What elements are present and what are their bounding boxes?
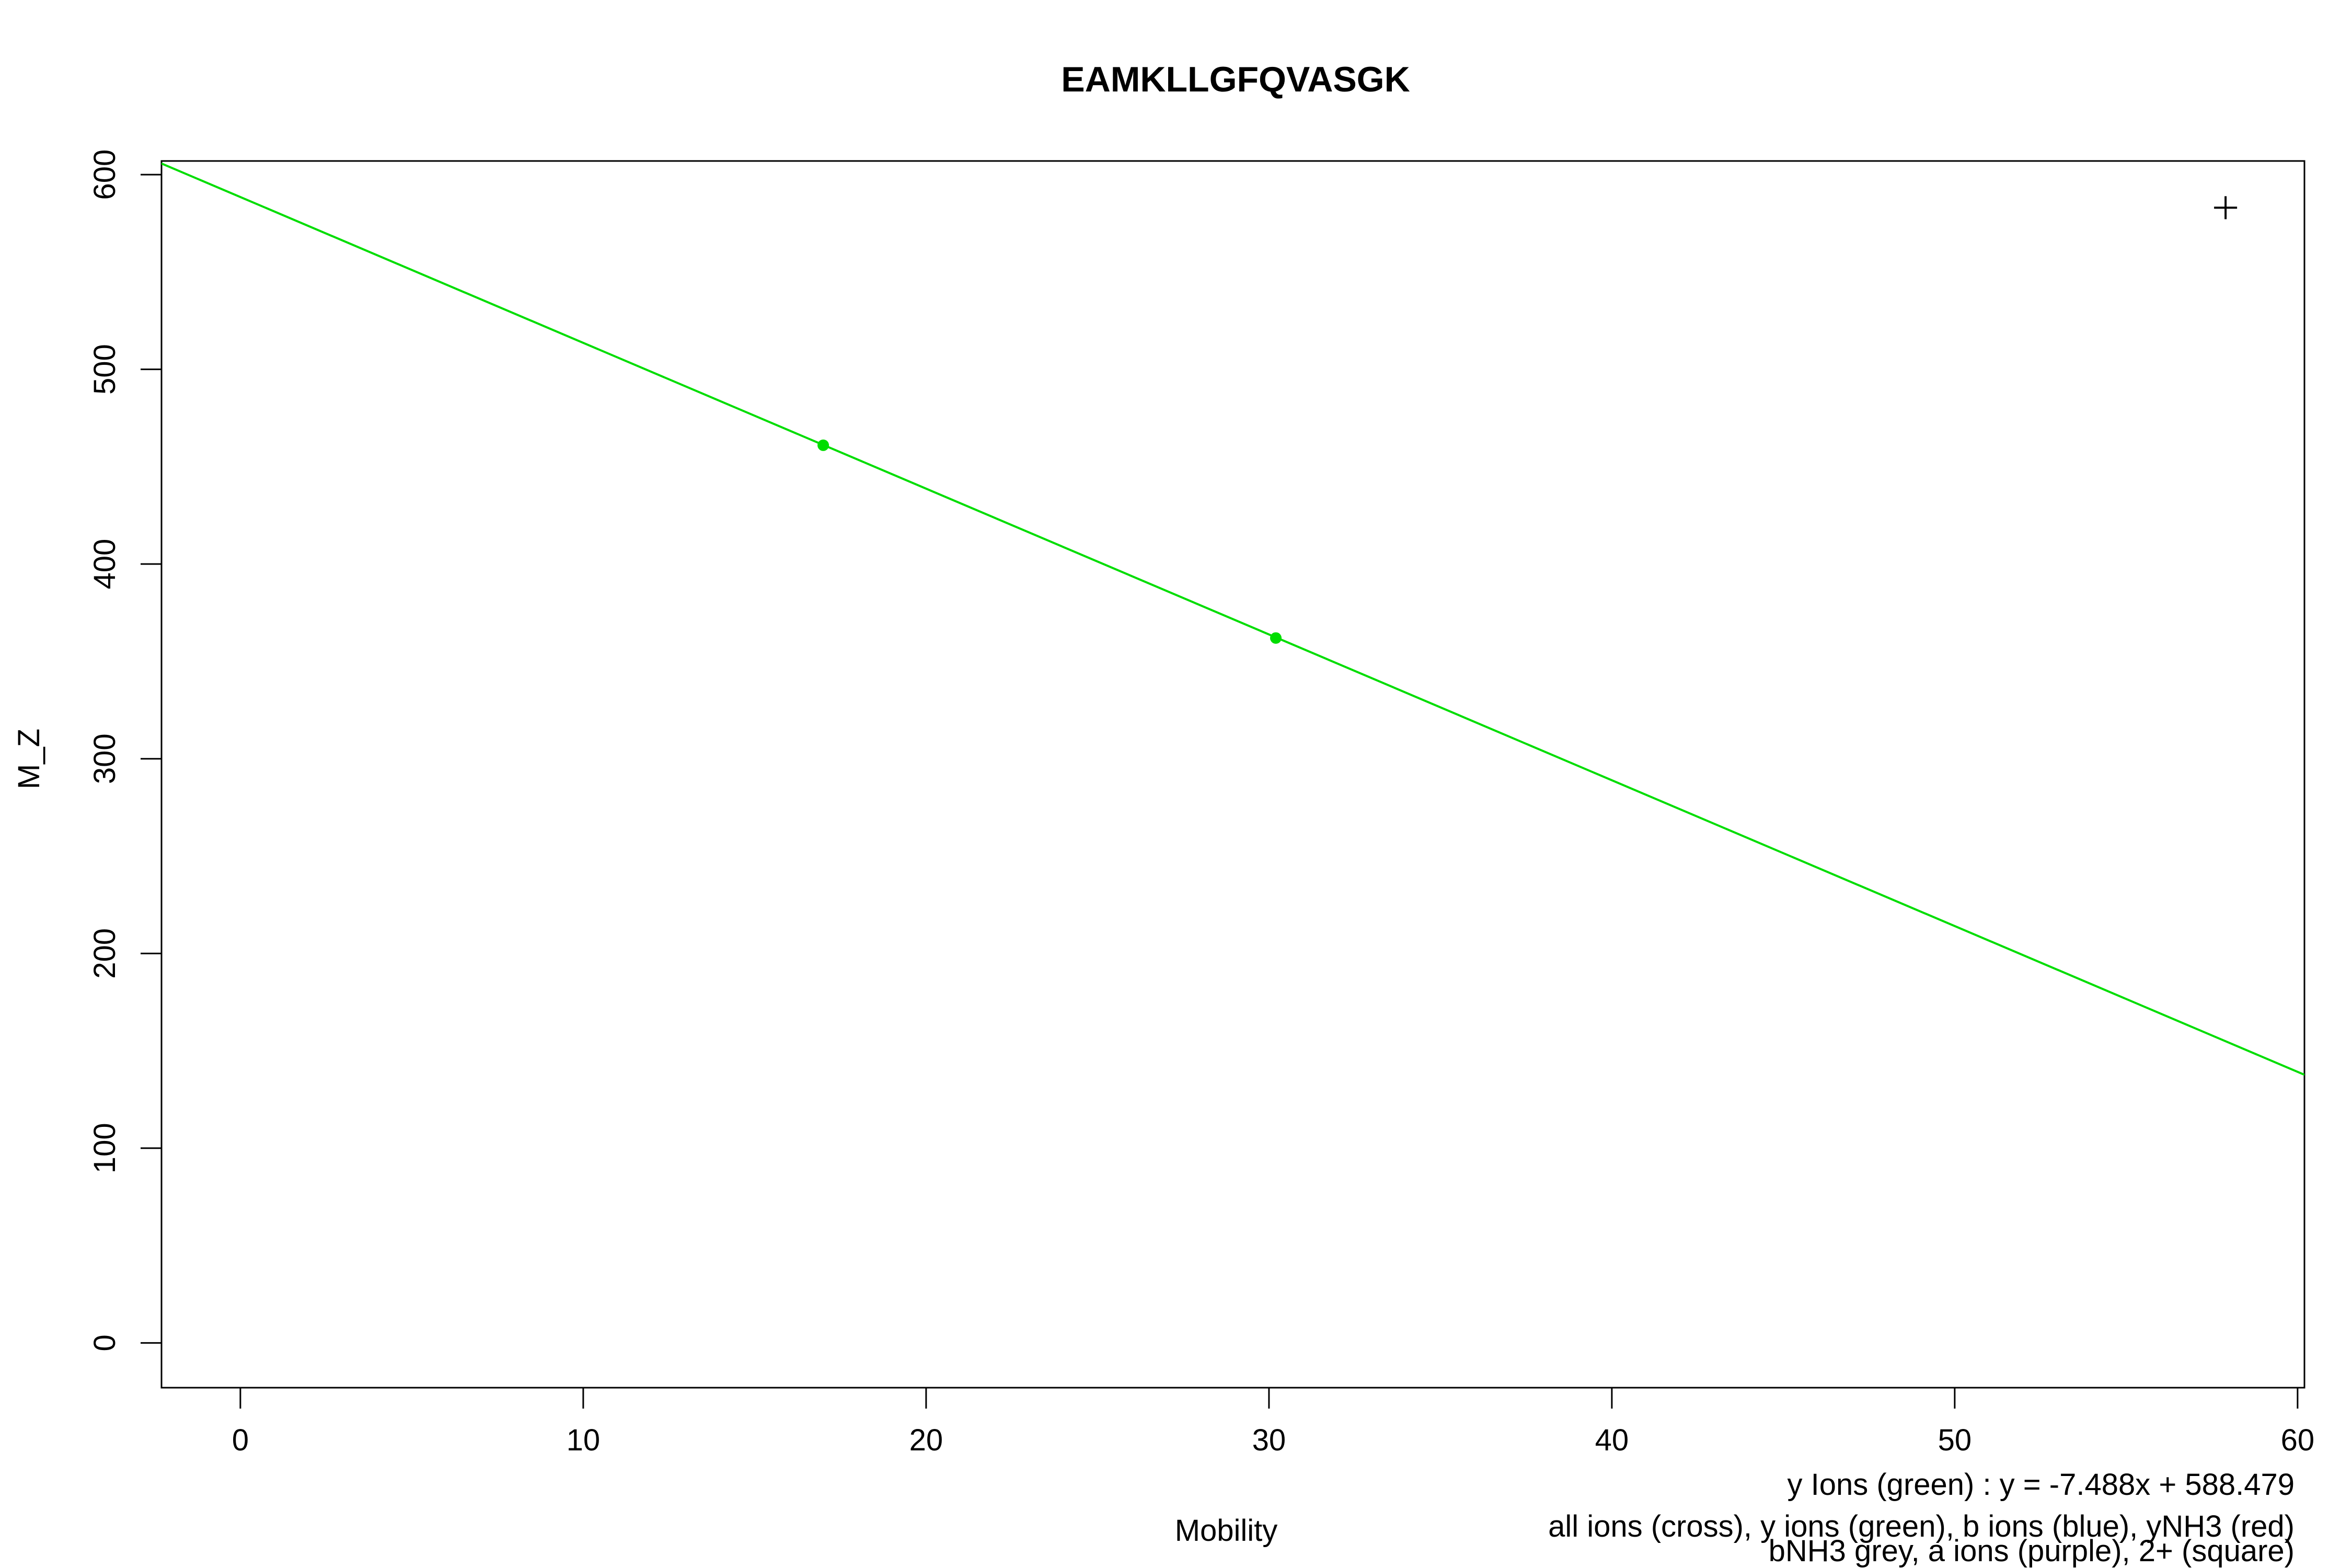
x-axis-label: Mobility: [1175, 1514, 1278, 1548]
y-tick-label-200: 200: [88, 928, 122, 979]
fit-line-0: [162, 162, 2304, 1076]
plot-frame: [160, 160, 2305, 1389]
cross-point-0: [2214, 196, 2238, 220]
y-tick-label-300: 300: [88, 733, 122, 784]
x-tick-label-50: 50: [1938, 1423, 1972, 1457]
x-tick-label-30: 30: [1252, 1423, 1286, 1457]
y-tick-label-100: 100: [88, 1123, 122, 1173]
x-tick-label-10: 10: [567, 1423, 601, 1457]
x-tick-label-60: 60: [2281, 1423, 2315, 1457]
y-tick-label-600: 600: [88, 149, 122, 200]
fit-equation-annotation: y Ions (green) : y = -7.488x + 588.479: [1788, 1468, 2295, 1502]
y-ion-point-1: [1270, 632, 1282, 644]
x-tick-label-20: 20: [909, 1423, 943, 1457]
legend-line-2: bNH3 grey, a ions (purple), 2+ (square): [1769, 1534, 2295, 1568]
x-tick-label-0: 0: [232, 1423, 249, 1457]
chart-title: EAMKLLGFQVASGK: [1061, 60, 1410, 99]
y-ion-point-0: [817, 439, 829, 451]
y-tick-label-500: 500: [88, 344, 122, 395]
legend-line-1: all ions (cross), y ions (green), b ions…: [1548, 1509, 2295, 1543]
y-tick-label-0: 0: [88, 1334, 122, 1351]
x-tick-label-40: 40: [1595, 1423, 1629, 1457]
y-axis-label: M_Z: [12, 729, 46, 789]
y-tick-label-400: 400: [88, 539, 122, 590]
